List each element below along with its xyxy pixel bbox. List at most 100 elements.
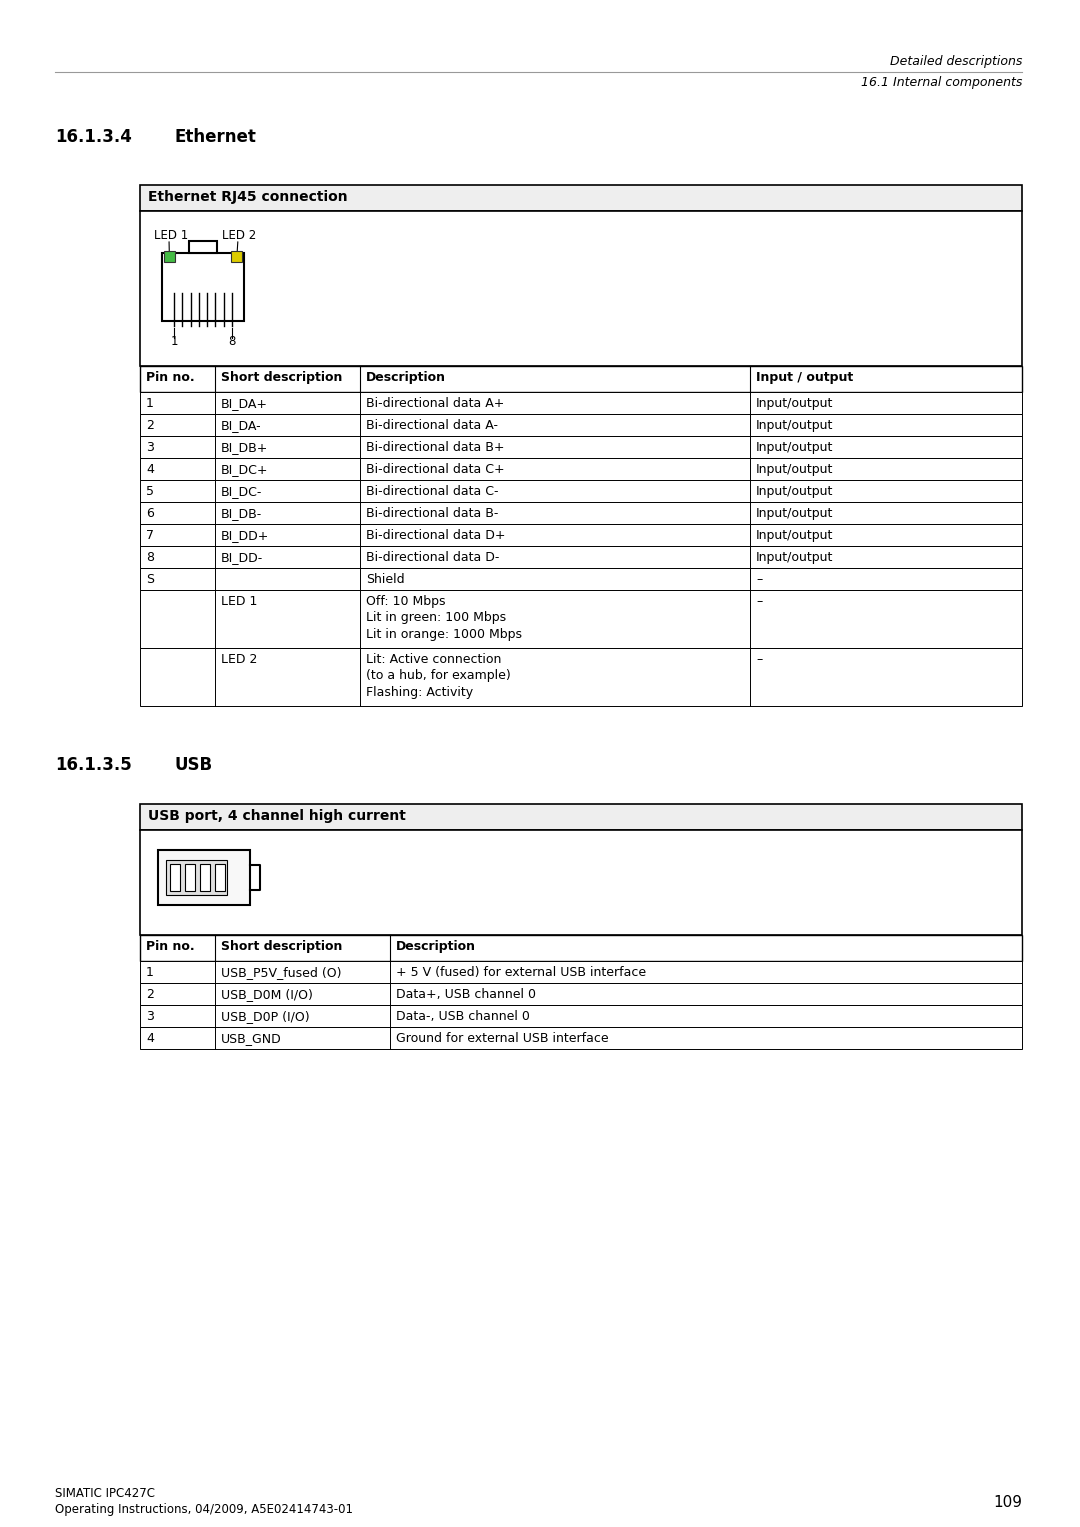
Text: Input / output: Input / output (756, 371, 853, 383)
Bar (140, 392, 1022, 414)
Bar (140, 805, 1022, 831)
Text: Detailed descriptions: Detailed descriptions (890, 55, 1022, 69)
Text: Bi-directional data C-: Bi-directional data C- (366, 486, 499, 498)
Bar (140, 211, 1022, 366)
Text: Operating Instructions, 04/2009, A5E02414743-01: Operating Instructions, 04/2009, A5E0241… (55, 1503, 353, 1516)
Bar (162, 253, 244, 321)
Text: Bi-directional data A-: Bi-directional data A- (366, 418, 498, 432)
Text: USB_GND: USB_GND (221, 1032, 282, 1044)
Text: USB_P5V_fused (O): USB_P5V_fused (O) (221, 967, 341, 979)
Text: Bi-directional data B-: Bi-directional data B- (366, 507, 498, 521)
Text: Data+, USB channel 0: Data+, USB channel 0 (396, 988, 536, 1002)
Text: 3: 3 (146, 441, 153, 454)
Bar (231, 250, 242, 263)
Text: Input/output: Input/output (756, 551, 834, 563)
Text: USB_D0P (I/O): USB_D0P (I/O) (221, 1009, 310, 1023)
Bar (140, 935, 1022, 960)
Bar (140, 185, 1022, 211)
Text: BI_DB+: BI_DB+ (221, 441, 268, 454)
Text: Description: Description (366, 371, 446, 383)
Bar (140, 1005, 1022, 1028)
Text: 7: 7 (146, 528, 154, 542)
Text: 5: 5 (146, 486, 154, 498)
Text: BI_DD-: BI_DD- (221, 551, 264, 563)
Text: BI_DD+: BI_DD+ (221, 528, 269, 542)
Bar (189, 241, 217, 253)
Bar (215, 864, 225, 890)
Text: Bi-directional data A+: Bi-directional data A+ (366, 397, 504, 411)
Bar (140, 547, 1022, 568)
Bar (140, 479, 1022, 502)
Text: Data-, USB channel 0: Data-, USB channel 0 (396, 1009, 530, 1023)
Bar (140, 366, 1022, 392)
Text: 16.1 Internal components: 16.1 Internal components (861, 76, 1022, 89)
Bar (140, 647, 1022, 705)
Bar (140, 831, 1022, 935)
Text: USB_D0M (I/O): USB_D0M (I/O) (221, 988, 313, 1002)
Text: Input/output: Input/output (756, 507, 834, 521)
Text: 16.1.3.4: 16.1.3.4 (55, 128, 132, 147)
Bar (166, 860, 227, 895)
Text: Input/output: Input/output (756, 463, 834, 476)
Text: USB port, 4 channel high current: USB port, 4 channel high current (148, 809, 406, 823)
Text: Pin no.: Pin no. (146, 371, 194, 383)
Text: S: S (146, 573, 154, 586)
Bar (140, 960, 1022, 983)
Text: SIMATIC IPC427C: SIMATIC IPC427C (55, 1487, 156, 1500)
Text: Description: Description (396, 941, 476, 953)
Text: Bi-directional data D-: Bi-directional data D- (366, 551, 499, 563)
Text: LED 1: LED 1 (154, 229, 188, 241)
Text: 6: 6 (146, 507, 153, 521)
Bar (140, 568, 1022, 589)
Text: LED 2: LED 2 (222, 229, 256, 241)
Text: LED 2: LED 2 (221, 654, 257, 666)
Text: Input/output: Input/output (756, 528, 834, 542)
Text: USB: USB (175, 756, 213, 774)
Text: Input/output: Input/output (756, 486, 834, 498)
Text: 3: 3 (146, 1009, 153, 1023)
Text: 1: 1 (146, 967, 153, 979)
Text: Input/output: Input/output (756, 418, 834, 432)
Text: LED 1: LED 1 (221, 596, 257, 608)
Text: Lit: Active connection
(to a hub, for example)
Flashing: Activity: Lit: Active connection (to a hub, for ex… (366, 654, 511, 699)
Bar (140, 589, 1022, 647)
Text: Input/output: Input/output (756, 441, 834, 454)
Text: Off: 10 Mbps
Lit in green: 100 Mbps
Lit in orange: 1000 Mbps: Off: 10 Mbps Lit in green: 100 Mbps Lit … (366, 596, 522, 641)
Text: Bi-directional data D+: Bi-directional data D+ (366, 528, 505, 542)
Text: 8: 8 (146, 551, 154, 563)
Bar (140, 458, 1022, 479)
Bar (140, 524, 1022, 547)
Text: 2: 2 (146, 418, 153, 432)
Text: Bi-directional data B+: Bi-directional data B+ (366, 441, 504, 454)
Text: BI_DA-: BI_DA- (221, 418, 261, 432)
Text: 16.1.3.5: 16.1.3.5 (55, 756, 132, 774)
Text: Shield: Shield (366, 573, 405, 586)
Text: Ethernet RJ45 connection: Ethernet RJ45 connection (148, 189, 348, 205)
Text: –: – (756, 596, 762, 608)
Bar (185, 864, 195, 890)
Text: 1: 1 (171, 334, 178, 348)
Text: Pin no.: Pin no. (146, 941, 194, 953)
Bar (140, 502, 1022, 524)
Text: 8: 8 (228, 334, 235, 348)
Bar (170, 864, 180, 890)
Bar (140, 437, 1022, 458)
Bar (140, 983, 1022, 1005)
Text: Short description: Short description (221, 941, 342, 953)
Text: Bi-directional data C+: Bi-directional data C+ (366, 463, 504, 476)
Bar (164, 250, 175, 263)
Bar (140, 414, 1022, 437)
Text: BI_DB-: BI_DB- (221, 507, 262, 521)
Text: –: – (756, 654, 762, 666)
Text: BI_DA+: BI_DA+ (221, 397, 268, 411)
Bar (158, 851, 249, 906)
Text: –: – (756, 573, 762, 586)
Text: BI_DC+: BI_DC+ (221, 463, 269, 476)
Text: 2: 2 (146, 988, 153, 1002)
Text: BI_DC-: BI_DC- (221, 486, 262, 498)
Text: Input/output: Input/output (756, 397, 834, 411)
Text: 1: 1 (146, 397, 153, 411)
Text: 4: 4 (146, 1032, 153, 1044)
Text: 109: 109 (993, 1495, 1022, 1510)
Text: 4: 4 (146, 463, 153, 476)
